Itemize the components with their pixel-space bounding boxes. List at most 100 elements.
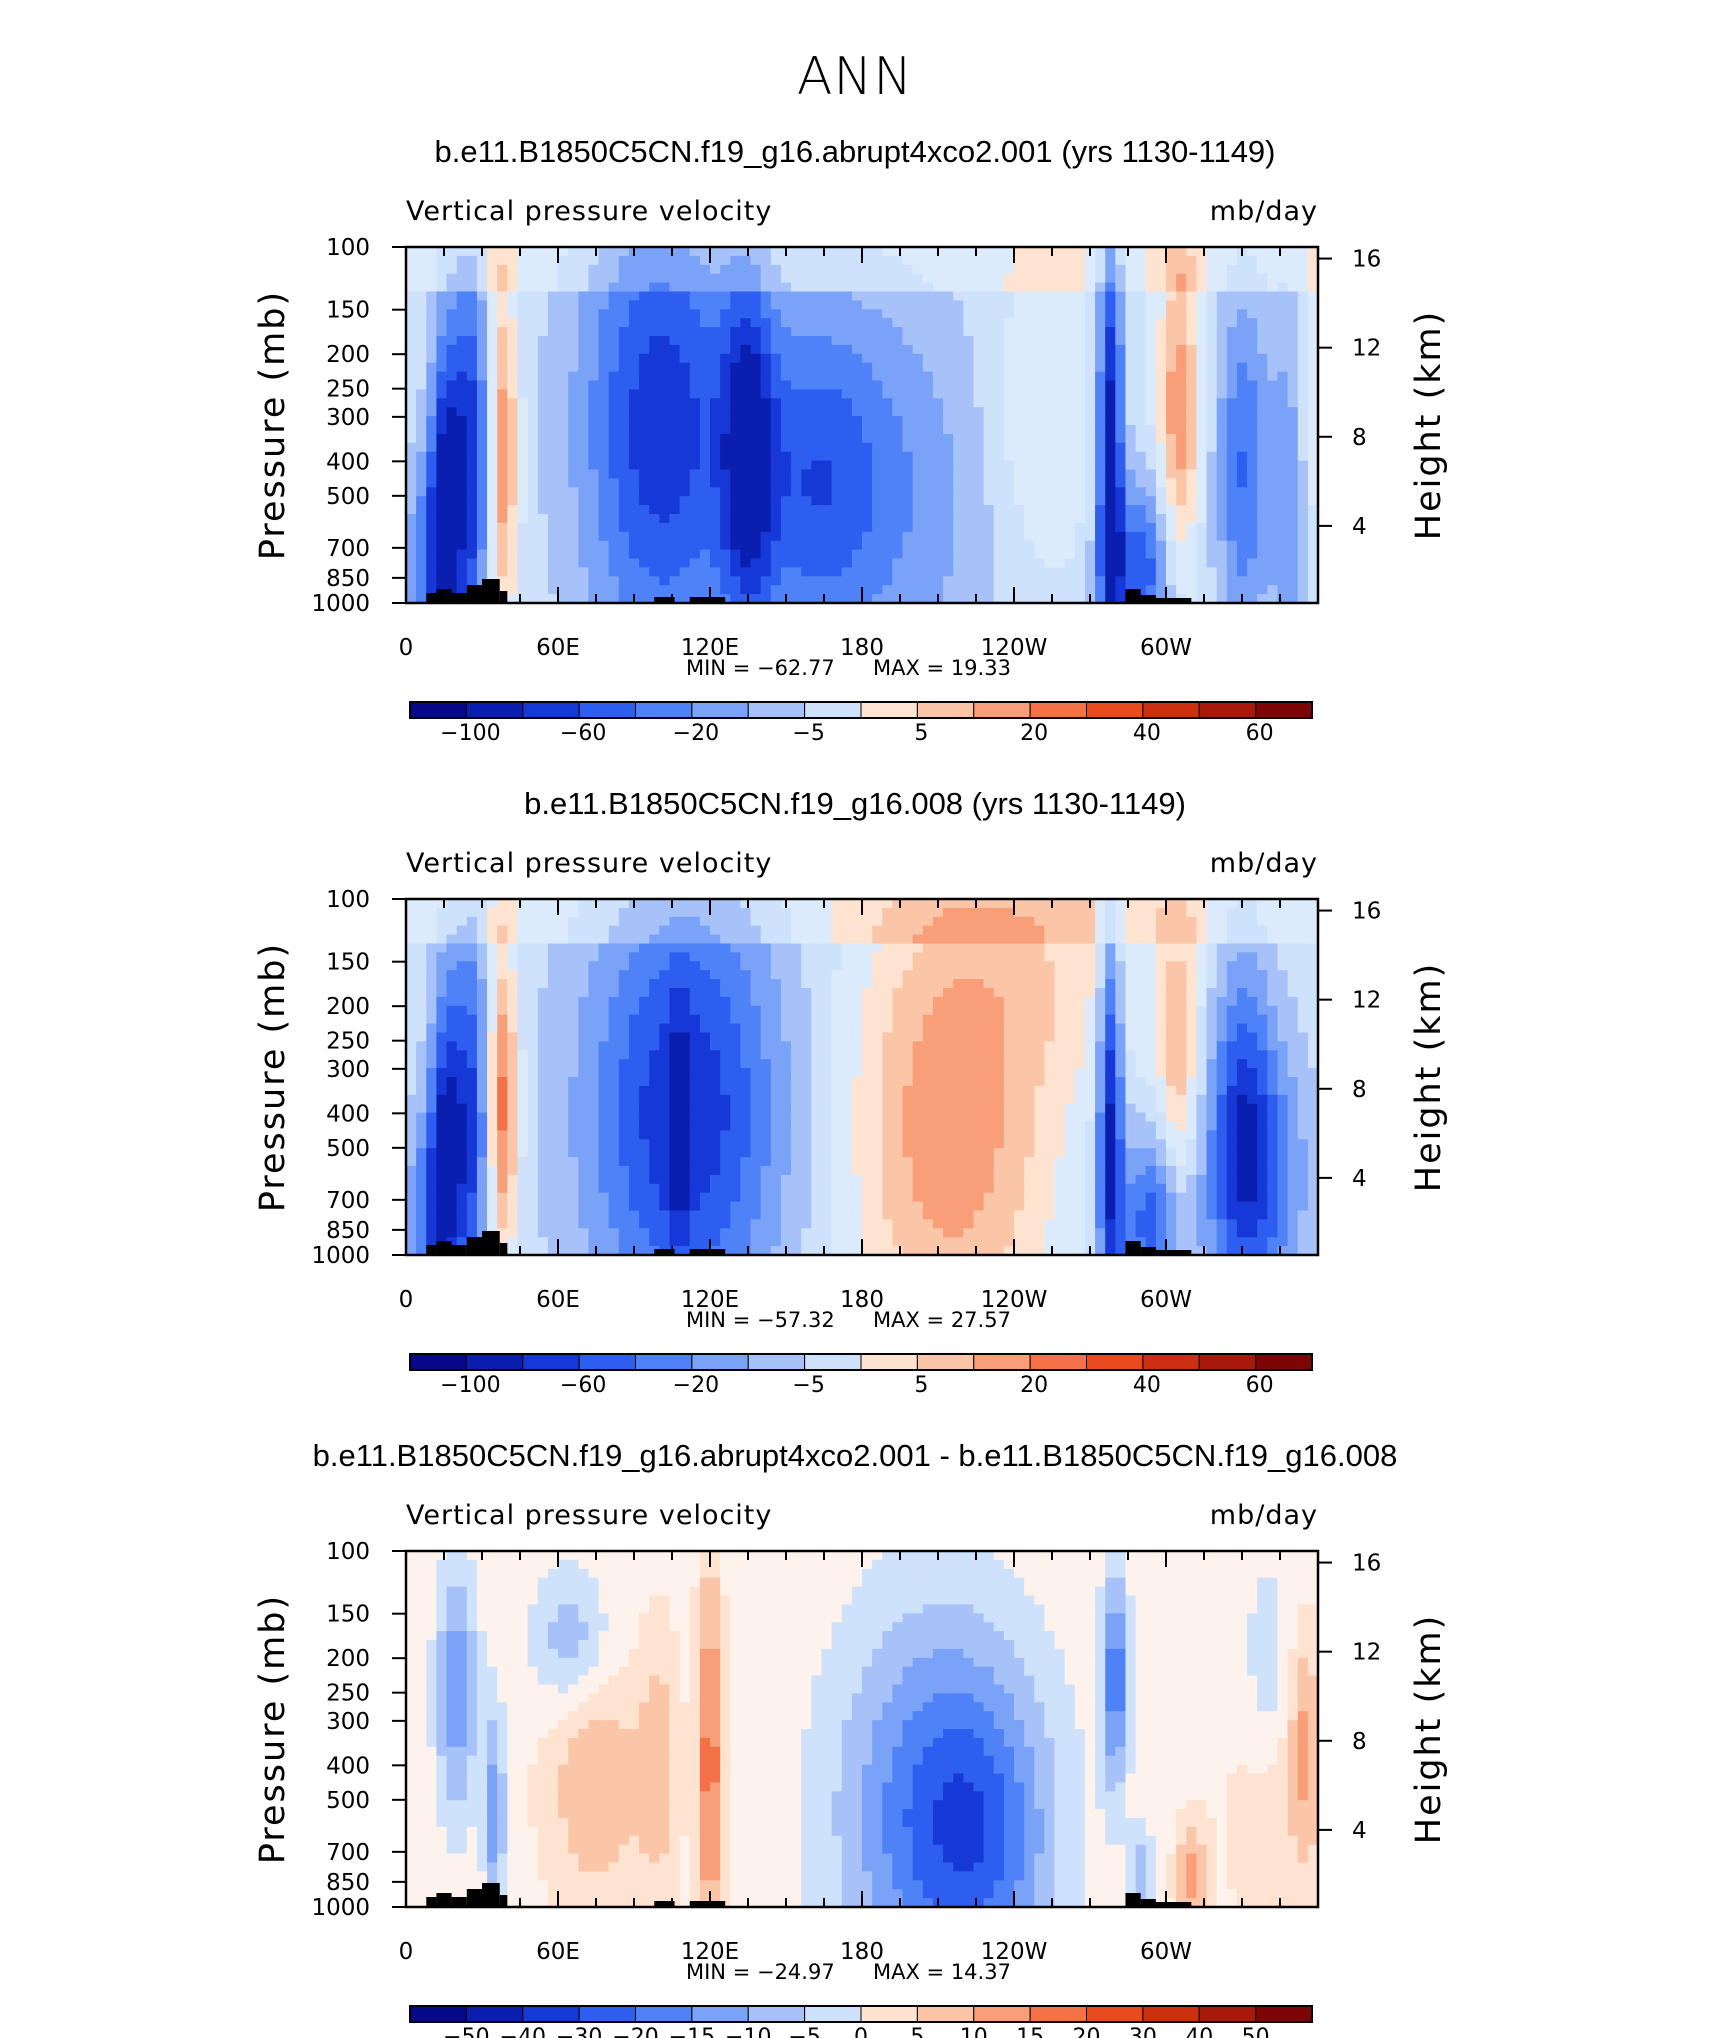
field-cell (649, 433, 660, 444)
field-cell (446, 380, 458, 390)
field-cell (932, 996, 944, 1007)
field-cell (1297, 255, 1309, 266)
field-cell (1186, 264, 1197, 275)
field-cell (1064, 505, 1076, 515)
field-cell (639, 567, 650, 577)
field-cell (476, 952, 488, 962)
field-cell (1074, 425, 1086, 435)
field-cell (618, 327, 630, 337)
field-cell (1277, 899, 1289, 909)
field-cell (973, 925, 985, 936)
field-cell (1155, 899, 1167, 909)
field-cell (892, 442, 904, 453)
field-cell (568, 318, 579, 328)
field-cell (1095, 899, 1106, 909)
field-cell (1287, 362, 1299, 373)
field-cell (791, 336, 802, 346)
field-cell (537, 970, 549, 980)
field-cell (1003, 496, 1015, 506)
field-cell (1257, 907, 1268, 918)
field-cell (578, 380, 589, 390)
field-cell (1125, 469, 1137, 479)
field-cell (1125, 549, 1137, 560)
field-cell (1105, 344, 1116, 355)
field-cell (487, 970, 498, 980)
field-cell (547, 916, 559, 927)
field-cell (983, 943, 995, 953)
field-cell (811, 585, 823, 595)
field-cell (416, 1023, 427, 1034)
field-cell (446, 309, 458, 319)
field-cell (932, 273, 944, 284)
field-cell (831, 979, 843, 989)
field-cell (740, 576, 752, 586)
field-cell (507, 425, 519, 435)
field-cell (770, 549, 782, 560)
field-cell (1024, 594, 1035, 604)
field-cell (1267, 576, 1279, 586)
field-cell (598, 433, 610, 444)
field-cell (1054, 389, 1066, 399)
field-cell (1115, 398, 1127, 408)
field-cell (446, 282, 458, 293)
field-cell (902, 425, 914, 435)
field-cell (983, 433, 995, 444)
field-cell (1186, 505, 1197, 515)
field-cell (1257, 1005, 1268, 1016)
field-cell (679, 344, 691, 355)
field-cell (1044, 594, 1056, 604)
field-cell (517, 970, 529, 980)
field-cell (1034, 353, 1045, 364)
field-cell (517, 558, 529, 568)
field-cell (1257, 336, 1268, 346)
field-cell (750, 273, 762, 284)
field-cell (1155, 549, 1167, 560)
field-cell (1003, 979, 1015, 989)
field-cell (639, 961, 650, 971)
field-cell (943, 961, 954, 971)
field-cell (588, 416, 600, 426)
field-cell (446, 585, 458, 595)
field-cell (578, 496, 589, 506)
field-cell (1297, 1014, 1309, 1025)
field-cell (1166, 460, 1177, 471)
field-cell (659, 505, 671, 515)
field-cell (1084, 996, 1096, 1007)
field-cell (882, 514, 893, 524)
field-cell (446, 451, 458, 462)
field-cell (943, 371, 954, 382)
field-cell (943, 1005, 954, 1016)
field-cell (710, 970, 721, 980)
field-cell (608, 934, 620, 945)
field-cell (831, 567, 843, 577)
field-cell (578, 585, 589, 595)
field-cell (1176, 362, 1187, 373)
field-cell (1257, 549, 1268, 560)
field-cell (1216, 282, 1228, 293)
field-cell (973, 585, 985, 595)
field-cell (476, 907, 488, 918)
field-cell (760, 531, 772, 542)
field-cell (1105, 282, 1116, 293)
field-cell (902, 478, 914, 488)
field-cell (841, 979, 853, 989)
field-cell (760, 247, 772, 257)
field-cell (953, 344, 964, 355)
field-cell (811, 576, 823, 586)
field-cell (973, 291, 985, 301)
field-cell (760, 291, 772, 301)
field-cell (487, 425, 498, 435)
field-cell (791, 925, 802, 936)
field-cell (993, 300, 1005, 310)
field-cell (1186, 255, 1197, 266)
field-cell (558, 925, 569, 936)
field-cell (811, 558, 823, 568)
field-cell (598, 934, 610, 945)
field-cell (912, 318, 924, 328)
field-cell (578, 425, 589, 435)
field-cell (1014, 961, 1025, 971)
field-cell (1034, 934, 1045, 945)
field-cell (841, 899, 853, 909)
field-cell (760, 282, 772, 293)
field-cell (1226, 1014, 1238, 1025)
